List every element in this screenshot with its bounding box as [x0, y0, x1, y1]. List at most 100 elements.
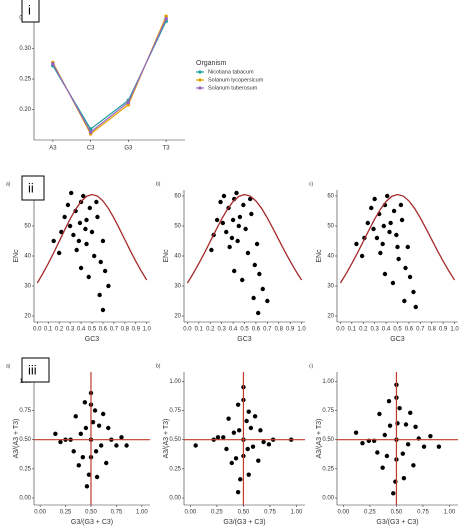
y-tick-label: 0.75 [322, 408, 334, 414]
y-tick-label: 0.50 [322, 437, 334, 443]
point [235, 489, 241, 495]
point [87, 205, 93, 211]
x-tick-label: 0.50 [85, 510, 97, 516]
point [401, 475, 407, 481]
point [100, 238, 106, 244]
point [76, 238, 82, 244]
y-tick-label: 1.00 [322, 379, 334, 385]
x-tick-label: 0.6 [405, 327, 414, 333]
point [413, 424, 418, 430]
point [375, 450, 380, 455]
subpanel-label: b) [156, 181, 161, 187]
y-tick-label: 50 [327, 224, 334, 230]
point [238, 477, 243, 482]
point [365, 220, 371, 226]
point [232, 268, 237, 274]
x-tick-label: 1.00 [291, 510, 303, 516]
point [386, 398, 392, 404]
point [97, 292, 102, 298]
point [261, 439, 266, 445]
point [399, 217, 405, 223]
point [436, 444, 442, 449]
y-tick-label: 30 [174, 284, 181, 290]
point [248, 425, 254, 431]
point [98, 443, 104, 448]
point [95, 214, 100, 220]
x-tick-label: 0.3 [217, 327, 226, 333]
point [83, 425, 89, 431]
x-tick-label: 0.7 [416, 327, 425, 333]
point [80, 454, 86, 460]
point [84, 241, 89, 247]
legend-title: Organism [196, 60, 227, 67]
point [214, 217, 220, 223]
y-tick-label: 50 [24, 224, 31, 230]
point [73, 414, 78, 419]
x-tick-label: 0.7 [263, 327, 272, 333]
x-tick-label: 1.00 [136, 510, 148, 516]
point [65, 202, 71, 208]
x-tick-label: 1.00 [444, 510, 456, 516]
point [94, 199, 99, 205]
x-tick-label: 0.5 [393, 327, 402, 333]
x-tick-label: 0.2 [359, 327, 368, 333]
point [91, 253, 97, 259]
point [265, 298, 270, 304]
expected-curve [339, 193, 456, 284]
x-tick-label: 1.0 [297, 327, 306, 333]
point [387, 423, 393, 428]
point [237, 214, 243, 220]
x-tick-label: 0.1 [195, 327, 204, 333]
point [380, 241, 385, 247]
point [360, 440, 365, 446]
y-tick-label: 0.20 [19, 107, 31, 113]
point [394, 232, 399, 238]
point [374, 235, 380, 241]
point [397, 405, 402, 411]
point [371, 226, 376, 232]
y-axis-title: A3/(A3 + T3) [13, 419, 20, 459]
point [104, 460, 109, 466]
point [62, 214, 67, 220]
point [81, 193, 86, 199]
point [260, 286, 265, 292]
x-axis-title: G3/(G3 + C3) [223, 519, 265, 526]
point [224, 446, 229, 452]
point [233, 456, 239, 461]
point [378, 250, 383, 256]
expected-curve [36, 193, 148, 284]
legend-label: Solanum tuberosum [208, 85, 258, 91]
subpanel-label: b) [156, 363, 161, 369]
x-axis-title: G3/(G3 + C3) [376, 519, 418, 526]
point [236, 428, 242, 433]
point [382, 271, 388, 277]
point [382, 432, 387, 438]
x-tick-label: 0.25 [211, 510, 223, 516]
legend-label: Nicotiana tabacum [208, 69, 254, 75]
point [387, 229, 392, 235]
point [395, 244, 400, 250]
x-axis-title: GC3 [237, 336, 252, 343]
point [114, 443, 119, 448]
point [69, 190, 74, 196]
y-tick-label: 0.25 [19, 466, 31, 472]
x-tick-label: 0.5 [88, 327, 97, 333]
point [252, 262, 257, 268]
panel-label-box [21, 357, 50, 383]
point [250, 444, 256, 449]
point [221, 435, 226, 440]
point [67, 223, 73, 229]
point [78, 431, 84, 437]
point [227, 244, 232, 250]
legend-marker [198, 70, 202, 74]
point [86, 472, 92, 477]
x-tick-label: T3 [163, 146, 171, 152]
point [90, 419, 96, 425]
point [403, 422, 409, 427]
y-tick-label: 20 [24, 314, 31, 320]
legend-marker [198, 86, 202, 90]
x-tick-label: 0.3 [370, 327, 379, 333]
x-tick-label: 0.4 [77, 327, 86, 333]
point [391, 491, 396, 496]
y-tick-label: 0.75 [19, 408, 31, 414]
